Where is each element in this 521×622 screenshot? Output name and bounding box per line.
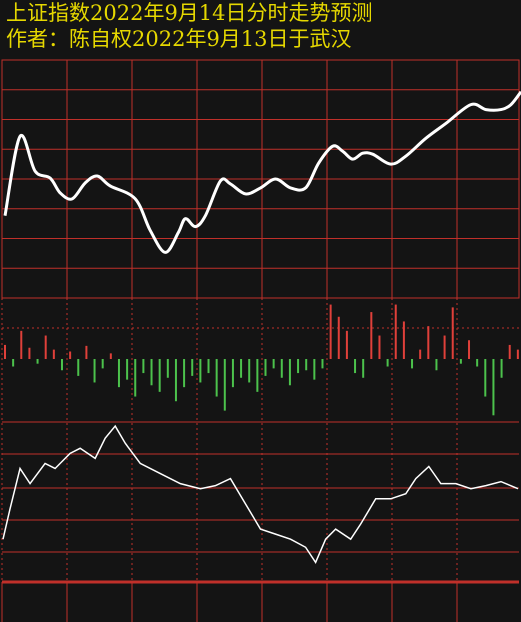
- volume-bar: [36, 359, 39, 364]
- volume-bar: [85, 345, 88, 359]
- volume-bar: [321, 359, 324, 369]
- volume-bar: [69, 351, 72, 359]
- volume-bar: [313, 359, 316, 380]
- volume-bar: [191, 359, 194, 376]
- volume-bar: [468, 340, 471, 359]
- volume-bar: [329, 304, 332, 359]
- volume-bar: [288, 359, 291, 386]
- volume-bar: [386, 359, 389, 367]
- volume-bar: [362, 359, 365, 378]
- volume-bar: [297, 359, 300, 374]
- volume-bar: [4, 344, 6, 359]
- volume-bar: [150, 359, 153, 386]
- volume-bar: [272, 359, 275, 369]
- volume-bar: [411, 359, 414, 369]
- volume-bar: [476, 359, 479, 367]
- price-line: [3, 90, 521, 254]
- price-line: [2, 424, 519, 564]
- volume-bar: [443, 335, 446, 359]
- volume-bar: [134, 359, 137, 397]
- volume-bar: [126, 359, 129, 380]
- volume-bar: [337, 316, 340, 359]
- volume-bar: [199, 359, 202, 383]
- volume-bar: [508, 344, 511, 359]
- volume-bar: [109, 353, 112, 359]
- volume-bar: [158, 359, 161, 392]
- volume-bar: [427, 326, 430, 359]
- volume-bar: [12, 359, 15, 367]
- volume-bar: [117, 359, 120, 388]
- volume-bar: [142, 359, 145, 374]
- volume-bar: [60, 359, 63, 371]
- panel-border: [1, 59, 520, 299]
- volume-bar: [256, 359, 259, 392]
- volume-bar: [305, 359, 308, 371]
- volume-bar: [345, 330, 348, 359]
- volume-bar: [248, 359, 251, 383]
- volume-bar: [516, 349, 519, 359]
- volume-bar: [20, 330, 23, 359]
- volume-bar: [28, 347, 31, 359]
- volume-bar: [435, 359, 438, 371]
- volume-bar: [44, 335, 47, 359]
- volume-bar: [419, 349, 422, 359]
- volume-bar: [183, 359, 186, 388]
- chart-title: 上证指数2022年9月14日分时走势预测: [6, 1, 373, 25]
- volume-bar: [240, 359, 243, 378]
- volume-bar: [93, 359, 96, 383]
- volume-bar: [166, 359, 169, 378]
- volume-bar: [370, 312, 373, 359]
- volume-bar: [231, 359, 234, 388]
- volume-bar: [174, 359, 177, 402]
- volume-bar: [101, 359, 104, 369]
- volume-bar: [500, 359, 503, 378]
- volume-bar: [52, 349, 55, 359]
- chart-subtitle: 作者：陈自权2022年9月13日于武汉: [6, 27, 352, 51]
- volume-bar: [354, 359, 357, 374]
- volume-bar: [280, 359, 283, 378]
- grid: [1, 59, 520, 622]
- volume-bar: [77, 359, 80, 376]
- volume-bar: [451, 307, 454, 359]
- volume-bar: [223, 359, 226, 411]
- volume-bar: [402, 321, 405, 359]
- volume-bar: [394, 304, 397, 359]
- volume-bar: [492, 359, 495, 416]
- volume-bar: [459, 359, 462, 364]
- volume-bar: [264, 359, 267, 376]
- volume-bar: [378, 335, 381, 359]
- volume-bar: [215, 359, 218, 397]
- volume-bar: [484, 359, 487, 397]
- volume-bar: [207, 359, 210, 374]
